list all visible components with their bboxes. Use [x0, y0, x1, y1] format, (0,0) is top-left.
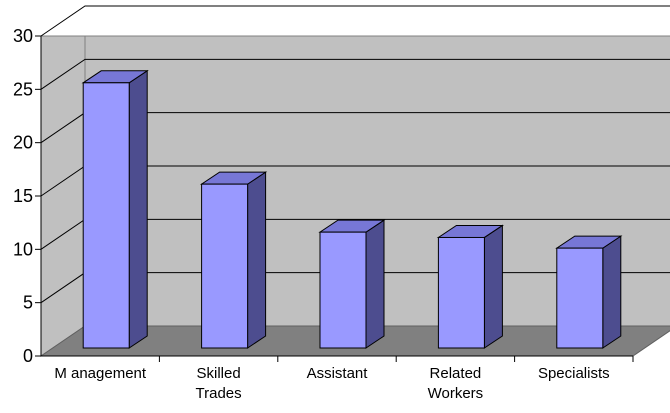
x-category-label: Assistant: [307, 365, 369, 382]
bar-front: [319, 231, 367, 349]
y-axis-ticks: 0 5 10 15 20 25 30: [13, 26, 41, 366]
bar-front: [556, 247, 604, 349]
gridline: [40, 5, 670, 37]
bar-side: [128, 69, 148, 349]
x-category-label-line: Trades: [196, 385, 242, 402]
y-tick-label: 0: [23, 346, 33, 366]
bar-side: [365, 219, 385, 349]
bar-side: [247, 171, 267, 349]
bar-side: [602, 235, 622, 349]
bar-1: [199, 171, 268, 349]
bar-front: [82, 82, 130, 349]
gridline: [40, 58, 670, 90]
bar-front: [437, 236, 485, 349]
x-category-label-line: Specialists: [538, 365, 610, 382]
bar-3: [436, 224, 505, 349]
bar-2: [318, 219, 386, 349]
y-tick-label: 30: [13, 26, 33, 46]
bar-0: [81, 69, 149, 349]
x-category-label: Specialists: [538, 365, 610, 382]
x-category-label-line: M anagement: [54, 365, 147, 382]
x-category-label: M anagement: [54, 365, 147, 382]
y-tick-label: 15: [13, 186, 33, 206]
bar-side: [483, 224, 503, 349]
bar-front: [201, 183, 249, 349]
y-tick-label: 20: [13, 133, 33, 153]
bars: [81, 69, 623, 349]
bar-4: [555, 235, 623, 349]
side-wall: [40, 35, 86, 357]
x-category-label: Related Workers: [428, 365, 484, 402]
x-axis-labels: M anagement Skilled Trades Assistant Related…: [54, 365, 609, 402]
y-tick-label: 25: [13, 79, 33, 99]
x-category-label-line: Assistant: [307, 365, 369, 382]
x-category-label-line: Workers: [428, 385, 484, 402]
x-category-label-line: Related: [430, 365, 482, 382]
x-category-label-line: Skilled: [197, 365, 241, 382]
x-category-label: Skilled Trades: [196, 365, 242, 402]
y-tick-label: 5: [23, 293, 33, 313]
y-tick-label: 10: [13, 239, 33, 259]
